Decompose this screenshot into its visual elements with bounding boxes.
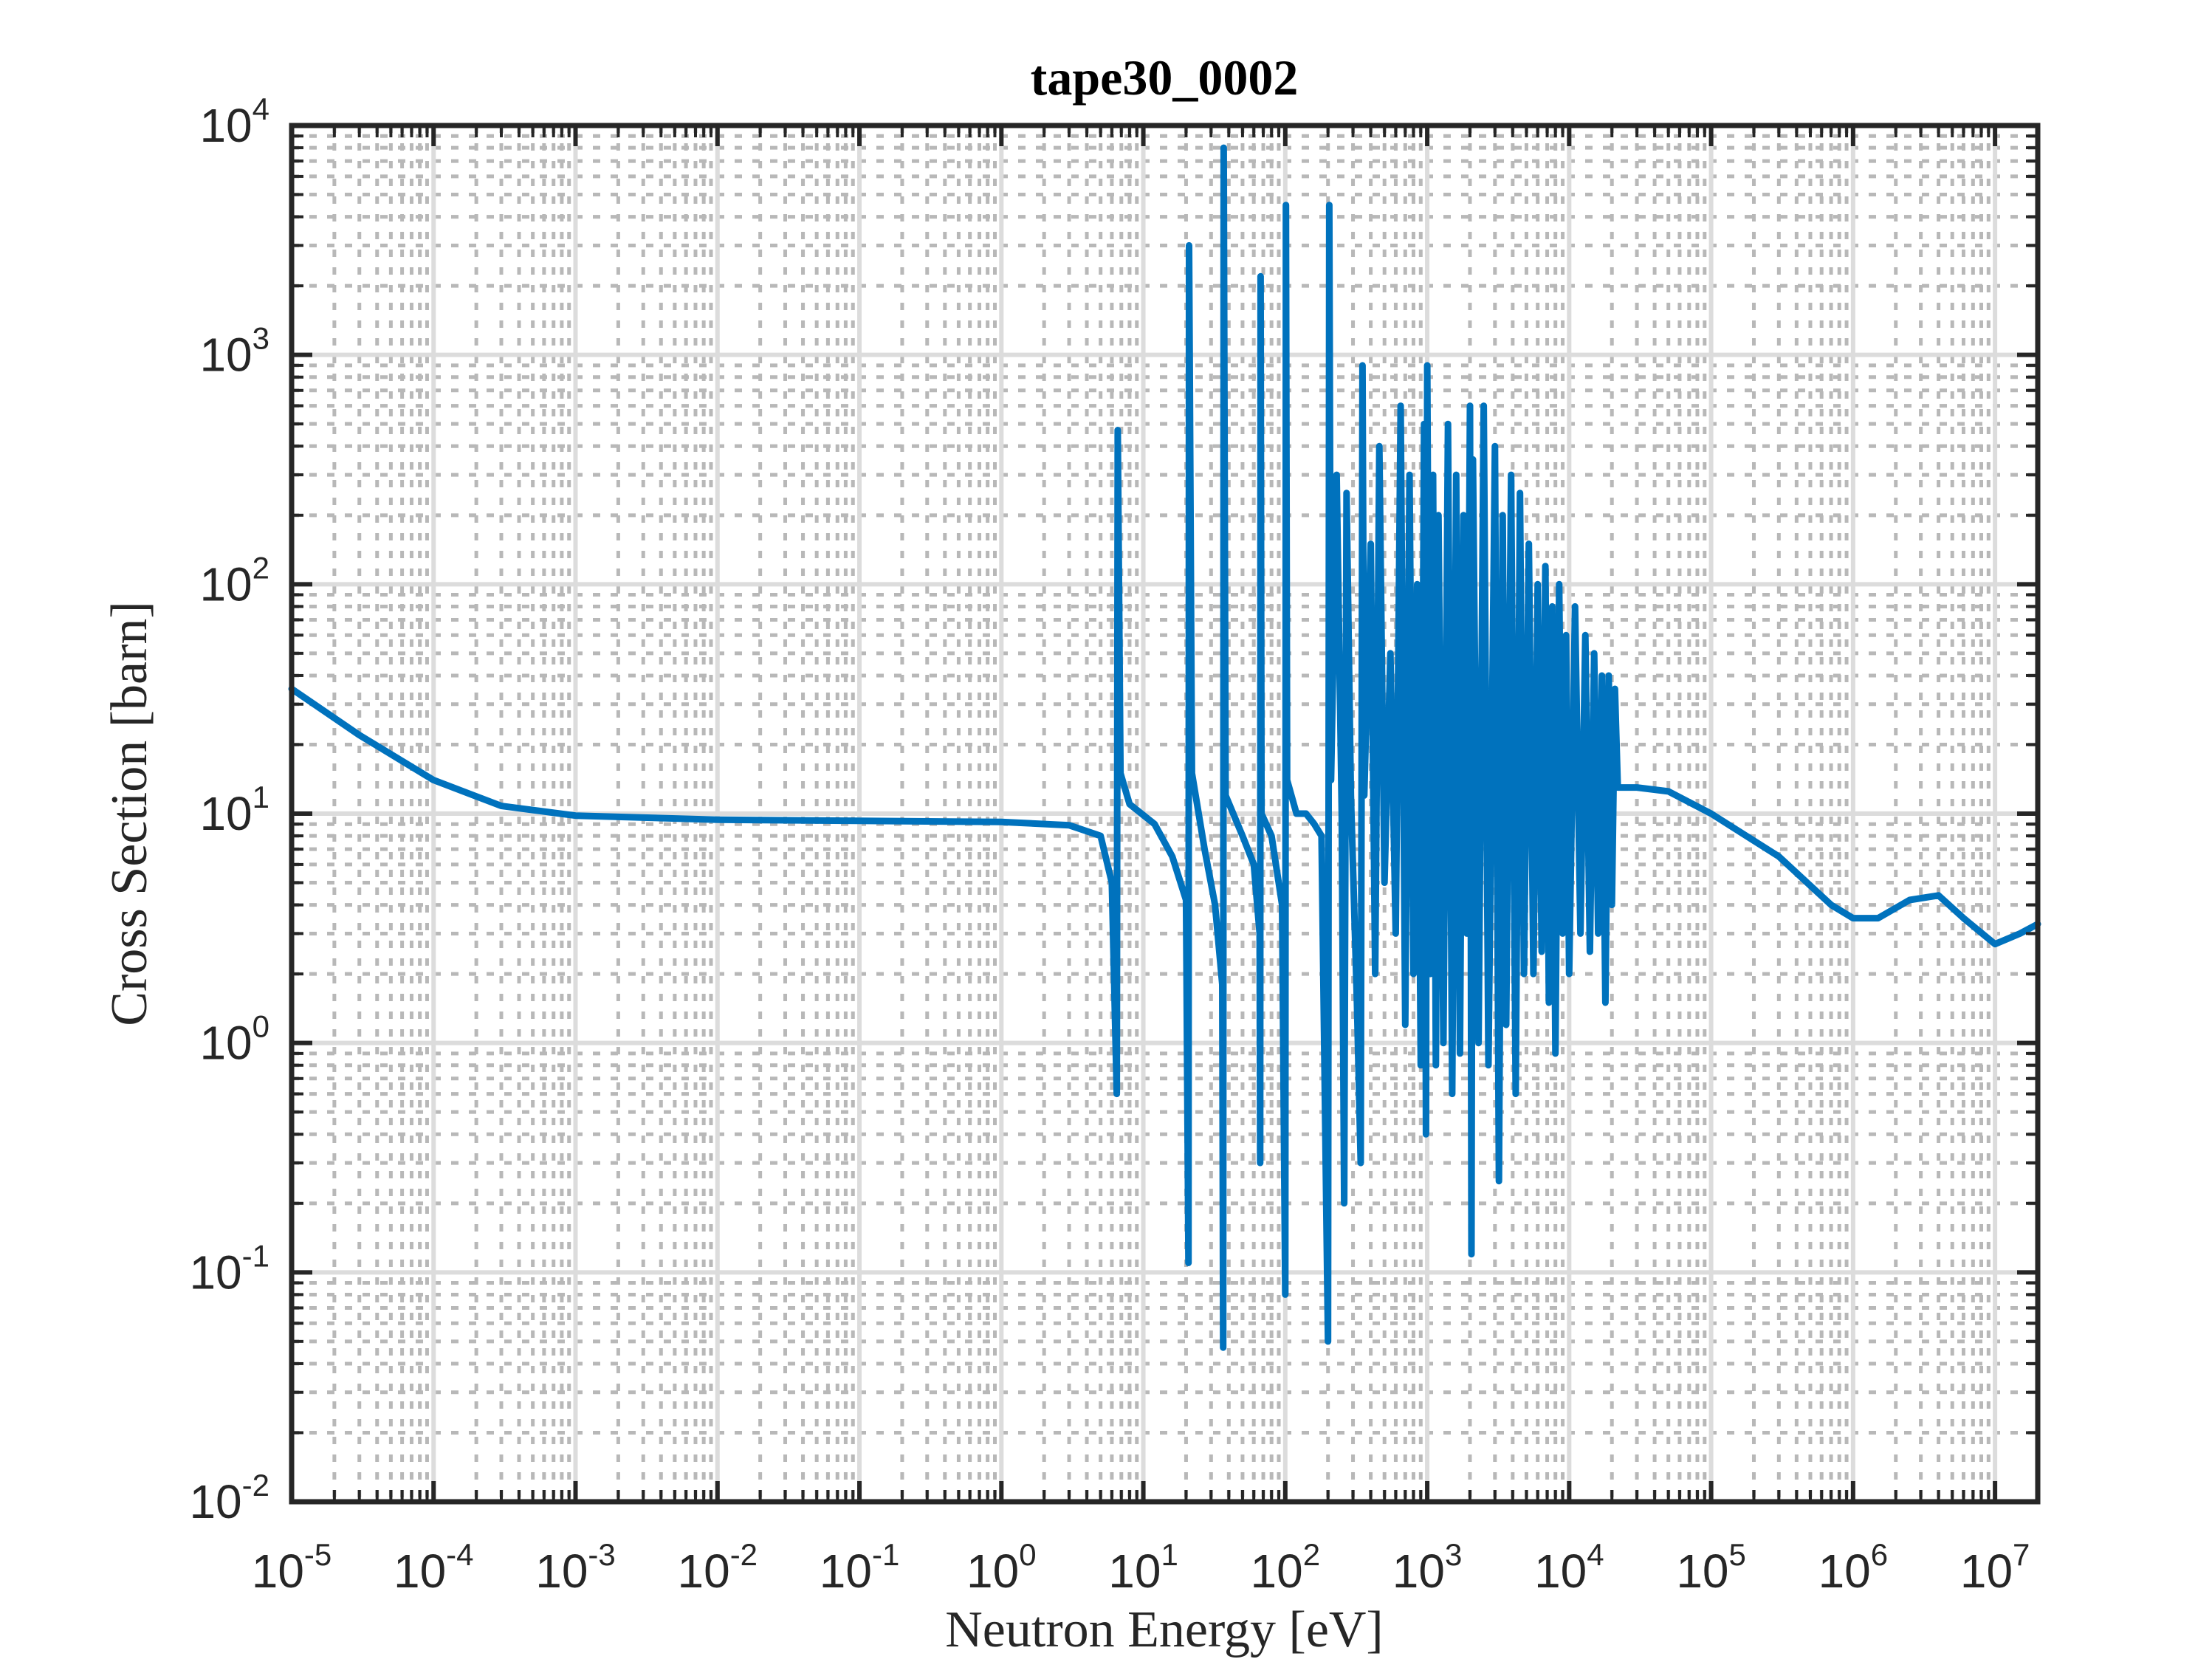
x-tick-label: 107 xyxy=(1960,1537,2030,1598)
y-tick-labels: 10-2 10-1 100 101 102 103 104 xyxy=(189,92,269,1528)
x-tick-label: 10-3 xyxy=(535,1537,616,1598)
x-tick-label: 105 xyxy=(1676,1537,1746,1598)
axis-ticks xyxy=(289,123,2038,1504)
x-tick-label: 101 xyxy=(1108,1537,1178,1598)
x-tick-labels: 10-5 10-4 10-3 10-2 10-1 100 101 102 103 104 105 10… xyxy=(252,1537,2030,1598)
series-line xyxy=(288,144,2041,1351)
x-tick-label: 10-2 xyxy=(678,1537,758,1598)
x-tick-label: 104 xyxy=(1534,1537,1604,1598)
y-axis-title: Cross Section [barn] xyxy=(101,601,158,1026)
y-tick-label: 104 xyxy=(199,92,269,152)
y-tick-label: 10-2 xyxy=(189,1468,269,1528)
x-axis-title: Neutron Energy [eV] xyxy=(945,1601,1384,1658)
x-tick-label: 106 xyxy=(1818,1537,1889,1598)
major-grid xyxy=(289,123,2038,1504)
y-tick-label: 101 xyxy=(199,780,269,840)
x-tick-label: 100 xyxy=(966,1537,1037,1598)
x-tick-label: 103 xyxy=(1392,1537,1463,1598)
x-tick-label: 10-4 xyxy=(394,1537,474,1598)
minor-grid xyxy=(292,126,2038,1502)
y-tick-label: 100 xyxy=(199,1009,269,1070)
x-tick-label: 102 xyxy=(1251,1537,1321,1598)
series-layer xyxy=(288,144,2041,1351)
y-tick-label: 10-1 xyxy=(189,1238,269,1299)
x-tick-label: 10-1 xyxy=(820,1537,900,1598)
chart-title: tape30_0002 xyxy=(1031,49,1299,106)
y-tick-label: 103 xyxy=(199,321,269,382)
y-tick-label: 102 xyxy=(199,550,269,611)
x-tick-label: 10-5 xyxy=(252,1537,332,1598)
